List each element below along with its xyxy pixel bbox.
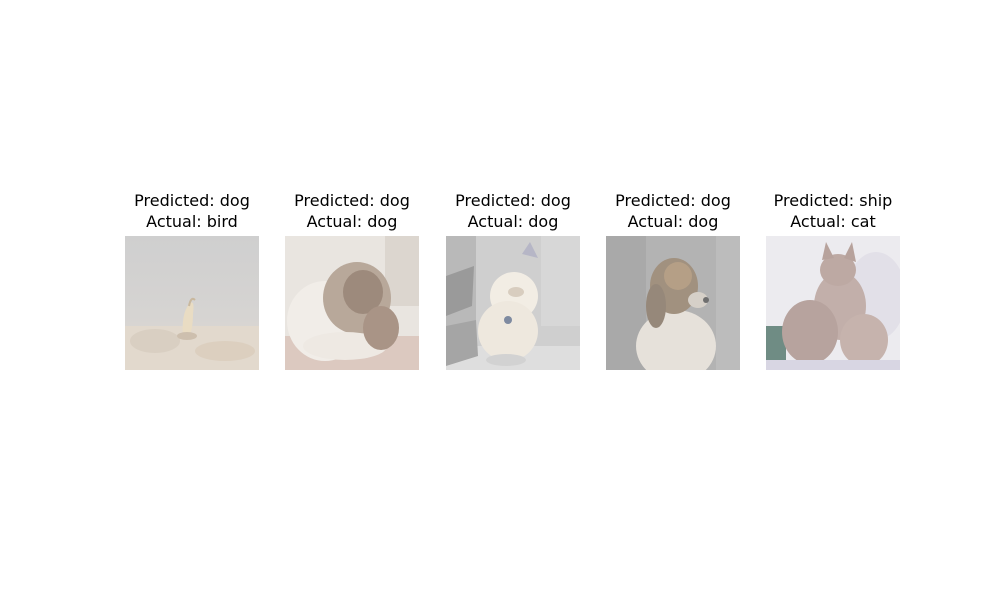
actual-label-5: Actual: cat [790,212,876,231]
sample-image-5 [766,236,900,370]
sample-caption-5: Predicted: ship Actual: cat [726,190,940,232]
predicted-label-1: Predicted: dog [134,191,250,210]
sample-image-3 [446,236,580,370]
actual-label-1: Actual: bird [146,212,238,231]
sample-caption-3: Predicted: dog Actual: dog [406,190,620,232]
actual-label-4: Actual: dog [627,212,719,231]
actual-label-3: Actual: dog [467,212,559,231]
predicted-label-5: Predicted: ship [773,191,893,210]
sample-caption-4: Predicted: dog Actual: dog [566,190,780,232]
sample-image-1 [125,236,259,370]
sample-image-4 [606,236,740,370]
sample-caption-1: Predicted: dog Actual: bird [85,190,299,232]
predicted-label-4: Predicted: dog [615,191,731,210]
actual-label-2: Actual: dog [306,212,398,231]
predicted-label-2: Predicted: dog [294,191,410,210]
predicted-label-3: Predicted: dog [455,191,571,210]
sample-caption-2: Predicted: dog Actual: dog [245,190,459,232]
sample-image-2 [285,236,419,370]
